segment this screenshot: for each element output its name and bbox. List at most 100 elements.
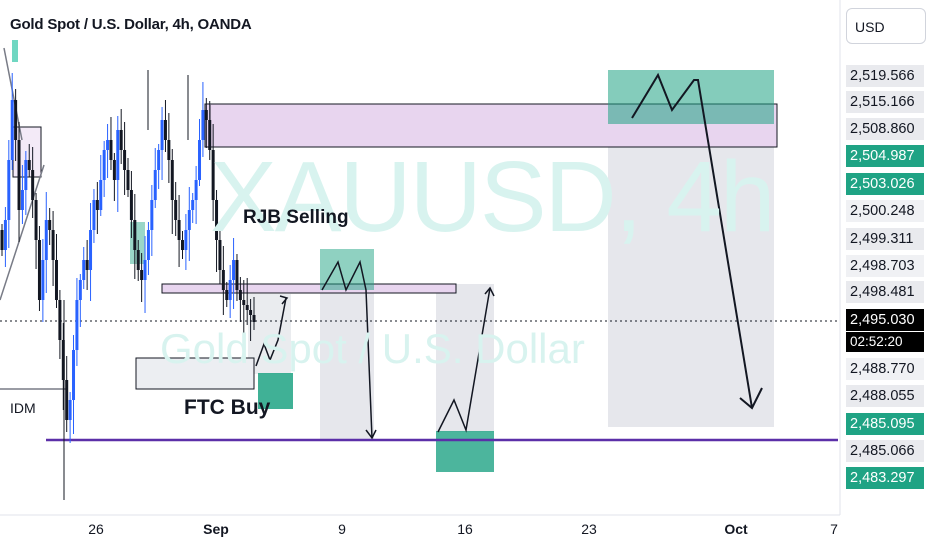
candle-body [174, 200, 178, 220]
price-label: 2,508.860 [846, 118, 924, 140]
candle-body [75, 300, 79, 350]
candle-body [37, 240, 41, 300]
time-label: 26 [88, 521, 104, 537]
price-label: 2,488.055 [846, 385, 924, 407]
time-label: 7 [830, 521, 838, 537]
candle-body [146, 230, 150, 260]
candle-body [204, 110, 208, 120]
projection-path [255, 297, 287, 367]
price-label: 2,483.297 [846, 467, 924, 489]
demand-zone [135, 357, 255, 390]
price-label: 2,515.166 [846, 91, 924, 113]
candle-body [153, 170, 157, 200]
candle-body [198, 140, 202, 180]
candle-body [99, 180, 103, 210]
candle-body [102, 150, 106, 180]
candle-body [218, 240, 222, 270]
arrow-head [739, 387, 763, 410]
ftc-buy-label: FTC Buy [184, 396, 271, 419]
projection-path [321, 259, 373, 439]
arrow-head [365, 429, 377, 440]
price-label: 2,498.703 [846, 255, 924, 277]
candle-body [184, 230, 188, 250]
candle-body [177, 220, 181, 240]
candle-body [187, 210, 191, 230]
candle-body [48, 220, 52, 230]
candle-body [61, 340, 65, 380]
candle-body [232, 260, 236, 280]
price-label: 2,488.770 [846, 358, 924, 380]
candle-body [7, 160, 11, 220]
candle-body [54, 260, 58, 300]
time-label: 23 [581, 521, 597, 537]
profit-zone [12, 40, 18, 62]
candle-body [238, 290, 242, 300]
candle-body [95, 200, 99, 210]
candle-body [78, 280, 82, 300]
candle-body [252, 315, 256, 322]
arrow-head [484, 286, 495, 297]
candle-body [31, 170, 35, 200]
candle-body [167, 140, 171, 160]
price-axis[interactable]: 2,519.566 2,515.166 2,508.860 2,504.987 2,50… [838, 0, 932, 520]
idm-label: IDM [10, 400, 36, 416]
price-label: 2,498.481 [846, 281, 924, 303]
candle-body [85, 260, 89, 270]
candle-body [249, 310, 253, 315]
price-label: 2,499.311 [846, 228, 924, 250]
candle-body [44, 220, 48, 260]
chart-title: Gold Spot / U.S. Dollar, 4h, OANDA [10, 16, 252, 33]
price-label: 2,495.030 [846, 309, 924, 331]
candle-body [211, 150, 215, 200]
candle-body [14, 100, 18, 140]
profit-zone [608, 70, 774, 124]
currency-button[interactable]: USD [846, 8, 926, 44]
candle-body [68, 400, 72, 420]
price-label: 2,503.026 [846, 173, 924, 195]
candle-body [72, 350, 76, 400]
candle-body [150, 200, 154, 230]
target-zone [320, 289, 374, 439]
candle-body [201, 110, 205, 140]
candle-body [92, 200, 96, 230]
candle-body [123, 150, 127, 170]
time-axis[interactable]: 26 Sep 9 16 23 Oct 7 [0, 515, 840, 550]
candle-body [119, 130, 123, 150]
candle-body [109, 140, 113, 160]
bar-countdown: 02:52:20 [846, 332, 924, 352]
candle-body [129, 190, 133, 220]
candle-body [180, 240, 184, 250]
watermark-symbol: XAUUSD, 4h [210, 141, 776, 253]
candle-body [10, 100, 14, 160]
candle-body [194, 180, 198, 200]
candle-body [136, 250, 140, 270]
candle-body [24, 160, 28, 190]
candle-body [221, 270, 225, 290]
candle-body [228, 280, 232, 300]
trend-line [0, 164, 45, 301]
profit-zone [258, 373, 293, 409]
profit-zone [320, 249, 374, 290]
profit-zone [436, 431, 494, 472]
candle-body [65, 380, 69, 420]
arrow-head [279, 295, 289, 305]
candle-body [82, 260, 86, 280]
candle-body [112, 160, 116, 180]
supply-zone [161, 283, 457, 294]
candle-body [0, 230, 4, 250]
candle-body [41, 260, 45, 300]
watermark-description: Gold Spot / U.S. Dollar [160, 325, 585, 372]
candle-body [140, 270, 144, 280]
candle-body [89, 230, 93, 270]
candle-body [225, 290, 229, 300]
price-label: 2,500.248 [846, 200, 924, 222]
candle-body [17, 140, 21, 210]
time-label: Oct [724, 521, 748, 537]
price-label: 2,504.987 [846, 145, 924, 167]
candle-body [116, 130, 120, 180]
candle-body [160, 120, 164, 150]
candle-body [58, 300, 62, 340]
candle-body [34, 200, 38, 240]
candle-body [133, 220, 137, 250]
